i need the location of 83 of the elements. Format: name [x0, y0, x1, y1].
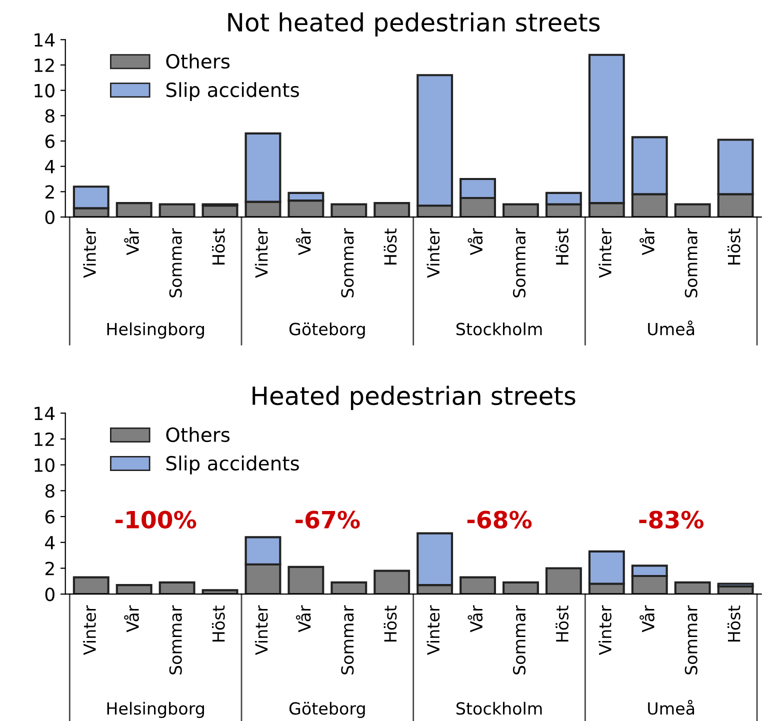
x-tick-label: Sommar	[684, 228, 698, 298]
x-tick-label: Vinter	[254, 228, 268, 278]
x-tick-label: Höst	[728, 606, 740, 642]
bar	[460, 576, 496, 594]
text: Helsingborg	[107, 702, 204, 718]
x-tick-label: Vår	[296, 228, 311, 256]
bar	[374, 570, 410, 594]
bar	[158, 581, 196, 594]
chart-title: Not heated pedestrian streets	[228, 12, 600, 37]
annotation: -68%	[467, 510, 532, 529]
bar	[116, 202, 152, 218]
bar	[674, 581, 711, 594]
y-tick-label: 8	[45, 109, 54, 123]
legend-label: Others	[166, 54, 230, 69]
x-tick-label: Sommar	[512, 228, 526, 298]
x-tick-label: Vår	[468, 605, 483, 632]
text: Göteborg	[289, 702, 365, 718]
x-tick-label: Vinter	[83, 228, 96, 278]
annotation: -100%	[115, 510, 196, 529]
x-tick-label: Sommar	[169, 605, 182, 674]
legend-label: Slip accidents	[166, 456, 299, 474]
bar	[158, 203, 196, 218]
x-tick-label: Vår	[296, 605, 311, 632]
x-tick-label: Vinter	[598, 228, 612, 278]
annotation: -67%	[296, 510, 360, 529]
y-tick-label: 6	[45, 510, 55, 524]
x-tick-label: Sommar	[684, 605, 698, 674]
x-tick-label: Höst	[556, 228, 569, 264]
x-tick-label: Höst	[728, 228, 740, 264]
y-tick-label: 2	[45, 185, 54, 199]
y-tick-label: 0	[45, 588, 54, 602]
x-tick-label: Sommar	[341, 228, 354, 298]
x-tick-label: Höst	[384, 228, 397, 264]
bar	[502, 581, 539, 594]
y-tick-label: 0	[45, 210, 54, 224]
bar	[545, 567, 582, 594]
y-tick-label: 4	[45, 160, 55, 174]
x-tick-label: Vinter	[83, 605, 96, 655]
bar	[202, 589, 238, 594]
chart-title: Heated pedestrian streets	[252, 386, 576, 410]
text: Umeå	[648, 700, 694, 715]
y-tick-label: 2	[45, 562, 54, 576]
text: Göteborg	[289, 322, 365, 339]
y-tick-label: 14	[34, 33, 55, 47]
x-tick-label: Höst	[212, 228, 225, 264]
text: Stockholm	[456, 702, 542, 715]
annotation: -83%	[639, 510, 704, 529]
x-tick-label: Vinter	[254, 605, 268, 655]
y-tick-label: 6	[45, 134, 55, 148]
x-tick-label: Vår	[124, 228, 139, 256]
x-tick-label: Vår	[468, 228, 483, 256]
bar	[72, 576, 110, 594]
y-tick-label: 12	[34, 58, 54, 72]
bar	[330, 203, 368, 218]
x-tick-label: Höst	[384, 606, 397, 642]
x-tick-label: Sommar	[512, 605, 526, 674]
bar	[330, 581, 368, 594]
y-tick-label: 12	[34, 432, 54, 446]
x-tick-label: Vinter	[426, 605, 440, 655]
y-tick-label: 10	[34, 84, 54, 98]
y-tick-label: 10	[34, 458, 54, 472]
bar	[502, 203, 539, 218]
x-tick-label: Vår	[640, 228, 654, 256]
x-tick-label: Vinter	[598, 605, 612, 655]
y-tick-label: 4	[45, 536, 55, 550]
x-tick-label: Vår	[124, 605, 139, 632]
x-tick-label: Sommar	[341, 605, 354, 674]
bar	[288, 566, 324, 594]
x-tick-label: Höst	[556, 606, 569, 642]
x-tick-label: Höst	[212, 606, 225, 642]
y-tick-label: 8	[45, 484, 54, 498]
bar	[674, 203, 711, 218]
legend-label: Others	[166, 427, 230, 442]
x-tick-label: Sommar	[169, 228, 182, 298]
text: Stockholm	[456, 322, 542, 336]
x-tick-label: Vinter	[426, 228, 440, 278]
x-tick-label: Vår	[640, 605, 654, 632]
legend-label: Slip accidents	[166, 82, 299, 101]
y-tick-label: 14	[34, 406, 55, 420]
text: Umeå	[648, 320, 694, 336]
bar	[374, 202, 410, 218]
text: Helsingborg	[107, 322, 204, 339]
bar	[116, 584, 152, 594]
